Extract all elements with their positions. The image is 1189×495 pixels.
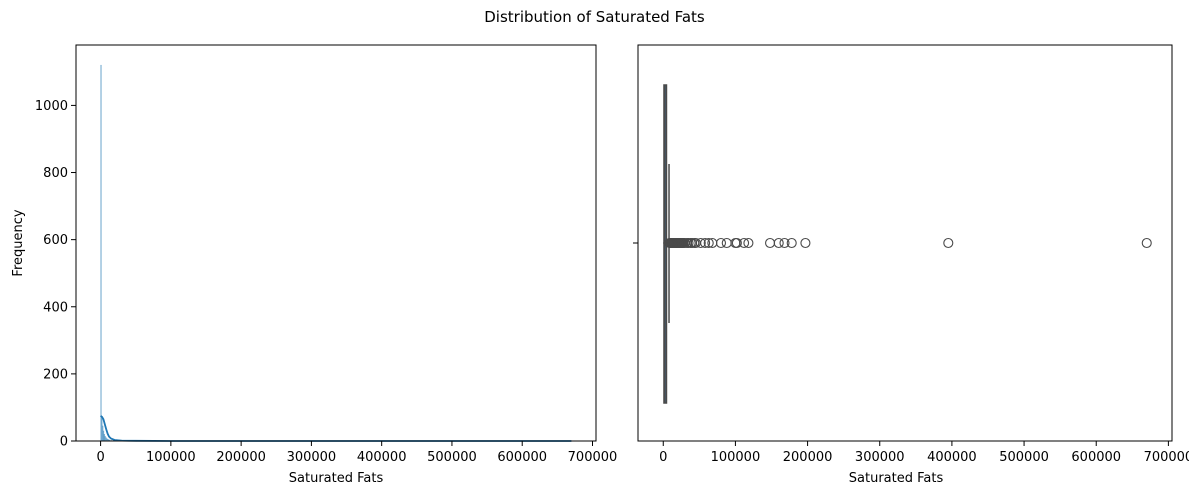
boxplot-frame bbox=[637, 44, 1173, 442]
boxplot-x-tick-label: 0 bbox=[659, 450, 667, 465]
boxplot-x-tick-label: 100000 bbox=[711, 450, 761, 465]
histogram-x-tick-label: 600000 bbox=[497, 450, 547, 465]
boxplot-panel: 0 100000 200000 300000 400000 500000 600000 700… bbox=[633, 44, 1189, 486]
boxplot-outlier-point bbox=[800, 237, 811, 249]
histogram-x-axis-label: Saturated Fats bbox=[289, 471, 384, 486]
boxplot-x-tick-label: 500000 bbox=[999, 450, 1049, 465]
histogram-y-ticks: 0 200 400 600 800 1000 bbox=[35, 99, 76, 450]
histogram-frame bbox=[75, 44, 597, 442]
boxplot-outlier-point bbox=[765, 237, 776, 249]
boxplot-outlier-point bbox=[943, 237, 954, 249]
figure-title: Distribution of Saturated Fats bbox=[484, 8, 705, 26]
boxplot-outlier-point bbox=[779, 237, 790, 249]
histogram-y-tick-label: 800 bbox=[43, 166, 68, 181]
boxplot-outlier-point bbox=[786, 237, 797, 249]
boxplot-x-tick-label: 700000 bbox=[1144, 450, 1189, 465]
boxplot-outlier-point bbox=[715, 237, 727, 249]
boxplot-outlier-point bbox=[739, 237, 750, 249]
boxplot-x-tick-label: 200000 bbox=[783, 450, 833, 465]
boxplot-x-tick-label: 300000 bbox=[855, 450, 905, 465]
boxplot-outliers bbox=[664, 237, 1152, 249]
histogram-x-tick-label: 400000 bbox=[357, 450, 407, 465]
histogram-x-tick-label: 0 bbox=[96, 450, 104, 465]
boxplot-x-tick-label: 400000 bbox=[927, 450, 977, 465]
histogram-y-tick-label: 200 bbox=[43, 367, 68, 382]
boxplot-outlier-point bbox=[695, 237, 706, 249]
boxplot-outlier-point bbox=[700, 237, 711, 249]
histogram-panel: 0 100000 200000 300000 400000 500000 600000 700… bbox=[11, 44, 617, 486]
histogram-x-tick-label: 500000 bbox=[427, 450, 477, 465]
boxplot-outlier-point bbox=[721, 237, 732, 249]
histogram-y-tick-label: 400 bbox=[43, 300, 68, 315]
boxplot-x-ticks: 0 100000 200000 300000 400000 500000 600000 700… bbox=[659, 441, 1189, 465]
boxplot-x-axis-label: Saturated Fats bbox=[849, 471, 944, 486]
histogram-bar bbox=[100, 64, 102, 442]
boxplot-outlier-point bbox=[773, 237, 784, 249]
histogram-y-tick-label: 600 bbox=[43, 233, 68, 248]
histogram-y-tick-label: 0 bbox=[60, 435, 68, 450]
histogram-bars bbox=[100, 64, 115, 442]
boxplot-outlier-point bbox=[743, 237, 754, 249]
histogram-x-ticks: 0 100000 200000 300000 400000 500000 600000 700… bbox=[96, 441, 617, 465]
kde-curve bbox=[100, 415, 572, 442]
histogram-x-tick-label: 100000 bbox=[146, 450, 196, 465]
histogram-y-axis-label: Frequency bbox=[11, 209, 26, 276]
boxplot-outlier-point bbox=[1141, 237, 1152, 249]
histogram-y-tick-label: 1000 bbox=[35, 99, 68, 114]
histogram-x-tick-label: 700000 bbox=[568, 450, 618, 465]
histogram-x-tick-label: 300000 bbox=[287, 450, 337, 465]
boxplot-outlier-point bbox=[703, 237, 714, 249]
histogram-x-tick-label: 200000 bbox=[216, 450, 266, 465]
boxplot-x-tick-label: 600000 bbox=[1071, 450, 1121, 465]
boxplot-outlier-point bbox=[731, 237, 742, 249]
